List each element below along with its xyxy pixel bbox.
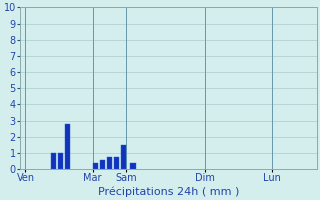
- Bar: [93, 163, 98, 169]
- Bar: [51, 153, 56, 169]
- Bar: [121, 145, 126, 169]
- Bar: [114, 157, 119, 169]
- Bar: [131, 163, 136, 169]
- Bar: [65, 124, 70, 169]
- Bar: [100, 160, 105, 169]
- Bar: [107, 157, 112, 169]
- Bar: [58, 153, 63, 169]
- X-axis label: Précipitations 24h ( mm ): Précipitations 24h ( mm ): [98, 186, 239, 197]
